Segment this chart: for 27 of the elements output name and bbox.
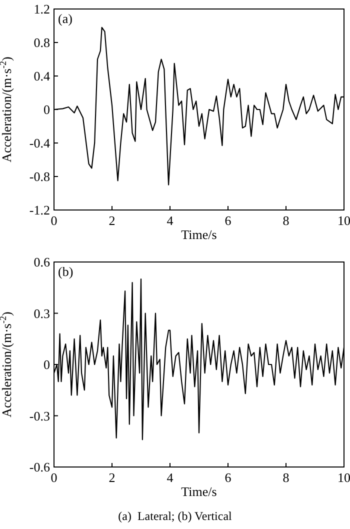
chart-title: (a) <box>58 11 72 26</box>
x-tick-label: 10 <box>338 213 350 228</box>
y-tick-label: 0.6 <box>34 254 50 270</box>
y-tick-label: 0 <box>44 357 50 372</box>
y-tick-label: 0.4 <box>34 68 50 84</box>
x-axis-title: Time/s <box>181 484 217 499</box>
x-tick-label: 8 <box>282 213 290 228</box>
y-tick-label: 0.3 <box>34 306 50 321</box>
x-tick-label: 6 <box>224 470 232 485</box>
x-tick-label: 4 <box>166 470 174 485</box>
y-tick-label: 1.2 <box>34 2 50 16</box>
x-tick-label: 8 <box>282 470 290 485</box>
y-tick-label: -0.3 <box>29 408 50 424</box>
x-tick-label: 2 <box>108 213 116 228</box>
x-tick-label: 10 <box>338 470 350 485</box>
text: (a) Lateral; (b) Vertical <box>118 509 233 523</box>
x-axis-title: Time/s <box>181 227 217 242</box>
chart-title: (b) <box>58 264 74 279</box>
x-tick-label: 6 <box>224 213 232 228</box>
y-tick-label: -0.4 <box>29 136 50 150</box>
y-tick-label: 0.8 <box>34 35 50 50</box>
y-tick-label: -1.2 <box>29 202 50 218</box>
y-tick-label: 0 <box>44 102 50 117</box>
y-tick-label: -0.6 <box>29 460 50 474</box>
y-tick-label: -0.8 <box>29 169 50 184</box>
x-tick-label: 4 <box>166 213 174 228</box>
x-tick-label: 2 <box>108 470 116 485</box>
